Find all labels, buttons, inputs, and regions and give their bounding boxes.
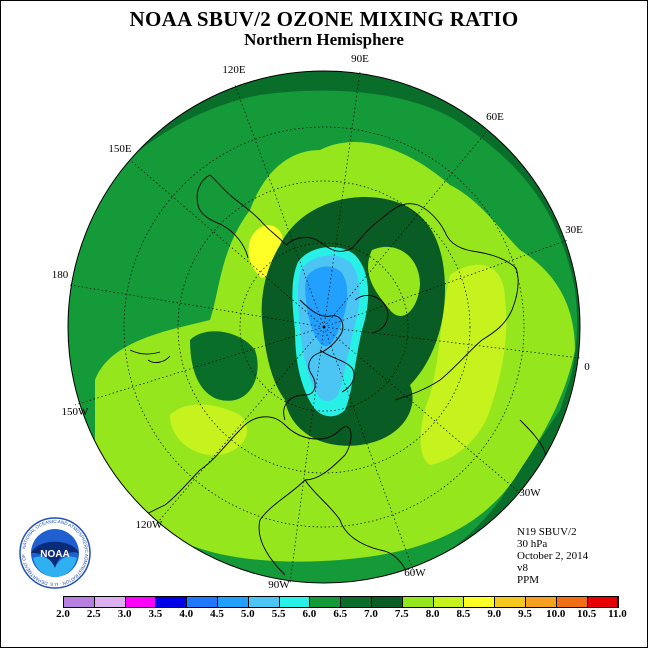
colorbar-tick-label: 3.0 — [117, 608, 132, 620]
colorbar-swatch — [64, 597, 95, 607]
lon-label-30e: 30E — [565, 224, 583, 236]
ozone-field — [68, 71, 580, 583]
colorbar-tick-label: 7.5 — [394, 608, 409, 620]
coastlines — [121, 174, 547, 581]
map-subtitle: Northern Hemisphere — [244, 30, 404, 49]
lon-label-90w: 90W — [268, 579, 290, 591]
colorbar-tick-label: 5.5 — [271, 608, 286, 620]
product-info: N19 SBUV/2 30 hPa October 2, 2014 v8 PPM — [517, 526, 588, 586]
colorbar-swatch — [371, 597, 403, 607]
info-units: PPM — [517, 574, 540, 586]
info-satellite: N19 SBUV/2 — [517, 526, 577, 538]
colorbar-swatch — [279, 597, 311, 607]
colorbar-swatch — [310, 597, 342, 607]
colorbar-swatch — [187, 597, 218, 607]
map-title: NOAA SBUV/2 OZONE MIXING RATIO — [129, 7, 519, 31]
lon-label-150e: 150E — [108, 143, 132, 155]
lon-label-150w: 150W — [62, 406, 90, 418]
colorbar-swatch — [125, 597, 157, 607]
colorbar-tick-label: 10.5 — [576, 608, 597, 620]
colorbar-swatch — [587, 597, 619, 607]
colorbar-tick-label: 4.5 — [210, 608, 224, 620]
colorbar-tick-label: 8.5 — [456, 608, 471, 620]
colorbar-tick-label: 10.0 — [546, 608, 566, 620]
colorbar-swatch — [341, 597, 372, 607]
colorbar-swatch — [217, 597, 249, 607]
lon-label-60e: 60E — [486, 111, 504, 123]
colorbar-swatch — [248, 597, 280, 607]
colorbar-swatch — [156, 597, 188, 607]
info-level: 30 hPa — [517, 538, 548, 550]
colorbar-swatch — [495, 597, 526, 607]
colorbar-swatch — [556, 597, 588, 607]
colorbar-tick-label: 6.0 — [302, 608, 317, 620]
info-date: October 2, 2014 — [517, 550, 589, 562]
colorbar-tick-label: 7.0 — [364, 608, 378, 620]
colorbar-tick-label: 9.5 — [518, 608, 532, 620]
noaa-logo: NOAA NATIONAL OCEANIC AND ATMOSPHERIC AD… — [18, 516, 91, 589]
lon-label-30w: 30W — [519, 487, 541, 499]
graticule — [69, 71, 581, 584]
lon-label-0: 0 — [584, 361, 590, 373]
info-version: v8 — [517, 562, 528, 574]
colorbar-tick-label: 5.0 — [240, 608, 255, 620]
colorbar-swatch — [402, 597, 434, 607]
lon-label-60w: 60W — [404, 567, 426, 579]
colorbar-tick-label: 3.5 — [148, 608, 163, 620]
colorbar-swatch — [433, 597, 465, 607]
lon-label-120e: 120E — [222, 64, 246, 76]
noaa-logo-text: NOAA — [40, 549, 69, 560]
lon-label-90e: 90E — [351, 53, 369, 65]
colorbar-tick-label: 8.0 — [425, 608, 440, 620]
map-boundary — [67, 70, 581, 584]
field-band-6.5-7.0-west — [190, 331, 258, 401]
colorbar-tick-label: 2.5 — [86, 608, 101, 620]
field-band-7.5-8.0-inner — [368, 246, 420, 316]
colorbar-swatch — [94, 597, 126, 607]
lon-label-180: 180 — [52, 269, 69, 281]
colorbar-tick-label: 4.0 — [179, 608, 194, 620]
colorbar-tick-label: 2.0 — [56, 608, 70, 620]
colorbar-ticks: 2.0 2.5 3.0 3.5 4.0 4.5 5.0 5.5 6.0 6.5 7.0 7.5 8.0 8… — [48, 608, 627, 622]
colorbar-tick-label: 6.5 — [333, 608, 348, 620]
colorbar-swatch — [525, 597, 557, 607]
colorbar-swatch — [464, 597, 496, 607]
colorbar-tick-label: 9.0 — [487, 608, 502, 620]
longitude-labels: 90E 60E 30E 0 30W 60W 90W 120W 150W 180 … — [52, 53, 591, 591]
field-band-4.5-5.0 — [305, 266, 348, 347]
colorbar-tick-label: 11.0 — [608, 608, 627, 620]
field-band-8.0-8.5-east — [420, 264, 507, 465]
lon-label-120w: 120W — [136, 519, 164, 531]
colorbar — [63, 596, 620, 608]
